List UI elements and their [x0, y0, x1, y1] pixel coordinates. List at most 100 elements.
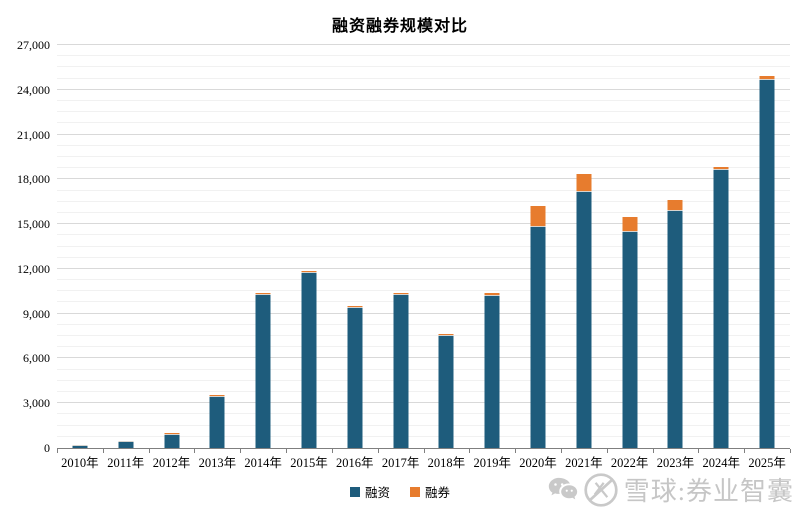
- x-axis-category-label: 2016年: [336, 456, 374, 470]
- y-axis-tick-label: 6,000: [23, 351, 50, 366]
- y-axis-tick-label: 27,000: [17, 38, 50, 52]
- bar-segment-divider: [118, 441, 134, 443]
- bar-2019年: [484, 292, 500, 448]
- gridline-minor: [57, 245, 790, 247]
- gridline-minor: [57, 335, 790, 337]
- gridline-minor: [57, 77, 790, 79]
- bar-segment-divider: [576, 191, 592, 193]
- bar-segment-融券: [667, 199, 683, 211]
- bar-segment-融资: [347, 307, 363, 448]
- legend-item-rongquan: 融券: [410, 482, 450, 501]
- plot-area: [57, 44, 791, 453]
- x-axis-tick: [515, 449, 517, 453]
- y-axis-tick-label: 21,000: [17, 127, 50, 142]
- gridline-minor: [57, 66, 790, 68]
- bar-segment-divider: [667, 210, 683, 212]
- gridline-minor: [57, 301, 790, 303]
- bar-segment-融资: [393, 294, 409, 448]
- x-axis-category-label: 2011年: [107, 456, 145, 470]
- x-axis-tick: [102, 449, 104, 453]
- gridline-minor: [57, 99, 790, 101]
- gridline-minor: [57, 144, 790, 146]
- gridline-minor: [57, 211, 790, 213]
- x-axis-category-label: 2012年: [152, 456, 191, 470]
- gridline-minor: [57, 424, 790, 426]
- x-axis-tick: [57, 449, 58, 453]
- bar-2025年: [759, 76, 775, 448]
- bar-2013年: [209, 395, 225, 448]
- bar-2022年: [622, 217, 638, 448]
- x-axis-tick: [194, 449, 196, 453]
- gridline-minor: [57, 167, 790, 169]
- bar-segment-融资: [576, 192, 592, 448]
- legend-label-rongzi: 融资: [364, 486, 390, 500]
- bar-segment-融券: [576, 173, 592, 192]
- gridline-minor: [57, 122, 790, 124]
- watermark-text: 雪球:券业智囊: [623, 477, 794, 506]
- y-axis-tick-label: 12,000: [17, 261, 50, 276]
- y-axis-tick-label: 18,000: [17, 172, 50, 187]
- x-axis-category-label: 2015年: [290, 456, 328, 470]
- x-axis-tick: [240, 449, 242, 453]
- bar-segment-divider: [759, 79, 775, 81]
- x-axis-tick: [423, 449, 425, 453]
- gridline-minor: [57, 189, 790, 191]
- y-axis-tick-label: 3,000: [23, 396, 50, 411]
- gridline-minor: [57, 155, 790, 157]
- bar-2011年: [118, 441, 134, 448]
- gridline-major: [57, 44, 790, 45]
- y-axis-tick-label: 15,000: [17, 217, 50, 232]
- bar-segment-融券: [530, 205, 546, 226]
- gridline-minor: [57, 111, 790, 113]
- x-axis-tick: [652, 449, 654, 453]
- bar-segment-融券: [347, 306, 363, 307]
- y-axis-tick-label: 0: [44, 441, 50, 455]
- bar-2021年: [576, 173, 592, 448]
- bar-segment-融资: [438, 336, 454, 448]
- bar-2023年: [667, 199, 683, 448]
- gridline-minor: [57, 323, 790, 325]
- x-axis-tick: [560, 449, 562, 453]
- legend: 融资 融券: [0, 482, 800, 501]
- gridline-minor: [57, 368, 790, 370]
- gridline-minor: [57, 256, 790, 258]
- gridline-major: [57, 402, 790, 404]
- gridline-major: [57, 133, 790, 135]
- legend-swatch-rongquan: [410, 486, 420, 497]
- bar-2018年: [438, 334, 454, 448]
- wechat-icon: [548, 476, 578, 503]
- xueqiu-logo-icon: [583, 472, 619, 508]
- bar-segment-融券: [438, 334, 454, 336]
- bar-segment-融资: [255, 294, 271, 448]
- x-axis-category-label: 2013年: [198, 456, 237, 470]
- bar-segment-融资: [484, 295, 500, 448]
- bar-segment-融资: [713, 169, 729, 448]
- bar-segment-divider: [713, 168, 729, 170]
- bar-2010年: [72, 445, 88, 448]
- bar-segment-divider: [347, 306, 363, 308]
- x-axis-category-label: 2022年: [610, 456, 649, 470]
- bar-2014年: [255, 293, 271, 448]
- x-axis-tick: [698, 449, 700, 453]
- bar-segment-divider: [164, 433, 180, 435]
- x-axis-category-label: 2017年: [381, 456, 420, 470]
- x-axis-tick: [148, 449, 150, 453]
- bar-segment-divider: [530, 225, 546, 227]
- x-axis-category-label: 2021年: [565, 456, 603, 470]
- bar-segment-融券: [484, 292, 500, 295]
- gridline-minor: [57, 55, 790, 57]
- x-axis-category-label: 2020年: [519, 456, 557, 470]
- bar-segment-divider: [301, 271, 317, 273]
- bar-segment-divider: [484, 294, 500, 296]
- x-axis-tick: [744, 449, 746, 453]
- x-axis-tick: [331, 449, 333, 453]
- gridline-major: [57, 267, 790, 269]
- bar-segment-融资: [72, 446, 88, 448]
- bar-segment-融券: [759, 76, 775, 80]
- chart-title: 融资融券规模对比: [331, 18, 468, 35]
- bar-2024年: [713, 167, 729, 448]
- gridline-minor: [57, 200, 790, 202]
- bar-segment-融券: [393, 293, 409, 294]
- gridline-major: [57, 178, 790, 180]
